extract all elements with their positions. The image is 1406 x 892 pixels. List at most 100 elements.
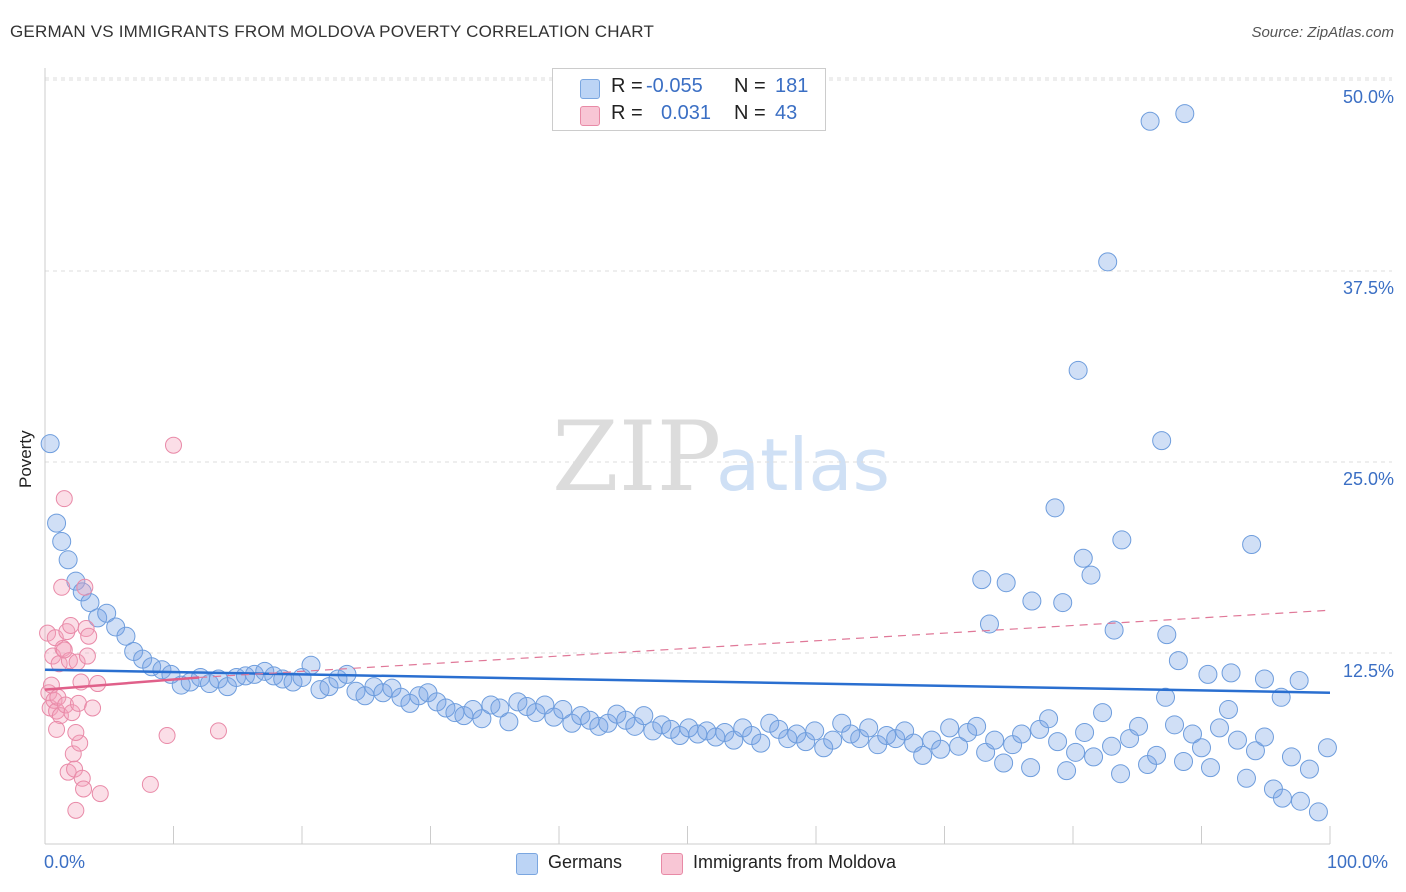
germans-point xyxy=(985,730,1005,750)
germans-point xyxy=(373,683,393,703)
gridlines xyxy=(45,77,1392,654)
moldova-point xyxy=(84,699,102,717)
source-label[interactable]: Source: ZipAtlas.com xyxy=(1251,24,1394,41)
watermark-atlas: atlas xyxy=(716,423,890,507)
moldova-point xyxy=(55,490,73,508)
moldova-point xyxy=(69,694,87,712)
moldova-point xyxy=(89,675,107,693)
germans-point xyxy=(1021,758,1041,778)
germans-point xyxy=(1039,709,1059,729)
moldova-point xyxy=(48,720,66,738)
germans-point xyxy=(1081,565,1101,585)
germans-point xyxy=(949,736,969,756)
x-tick-min: 0.0% xyxy=(44,852,86,872)
germans-point xyxy=(1129,716,1149,736)
germans-point xyxy=(1290,791,1310,811)
germans-point xyxy=(508,692,528,712)
germans-point xyxy=(1098,252,1118,272)
germans-point xyxy=(940,718,960,738)
germans-point xyxy=(255,661,275,681)
moldova-swatch xyxy=(580,106,600,126)
germans-point xyxy=(805,721,825,741)
moldova-point xyxy=(141,775,159,793)
moldova-point xyxy=(75,780,93,798)
germans-swatch xyxy=(580,79,600,99)
germans-point xyxy=(1102,736,1122,756)
legend-row-germans: R = -0.055 N = 181 xyxy=(553,75,825,101)
germans-point xyxy=(472,709,492,729)
germans-point xyxy=(931,739,951,759)
germans-point xyxy=(1048,732,1068,752)
moldova-point xyxy=(158,727,176,745)
germans-point xyxy=(1104,620,1124,640)
germans-point xyxy=(1254,727,1274,747)
germans-point xyxy=(1308,802,1328,822)
moldova-points xyxy=(39,436,227,819)
moldova-legend-swatch xyxy=(661,853,683,875)
germans-point xyxy=(1140,111,1160,131)
germans-point xyxy=(571,706,591,726)
germans-point xyxy=(996,573,1016,593)
germans-n-value: 181 xyxy=(775,75,809,97)
moldova-point xyxy=(63,704,81,722)
n-label: N = xyxy=(734,75,766,97)
chart-title: GERMAN VS IMMIGRANTS FROM MOLDOVA POVERT… xyxy=(10,22,655,41)
germans-point xyxy=(1175,104,1195,124)
watermark-zip: ZIP xyxy=(552,401,721,513)
trend-lines xyxy=(44,609,1331,694)
moldova-n-value: 43 xyxy=(775,102,798,124)
germans-point xyxy=(58,550,78,570)
germans-point xyxy=(823,730,843,750)
germans-point xyxy=(1156,687,1176,707)
moldova-point xyxy=(53,578,71,596)
r-label: R = xyxy=(611,102,643,124)
germans-point xyxy=(88,608,108,628)
germans-point xyxy=(1200,758,1220,778)
germans-point xyxy=(967,716,987,736)
germans-points xyxy=(40,104,1337,822)
germans-point xyxy=(1192,738,1211,758)
moldova-point xyxy=(91,785,109,803)
germans-point xyxy=(346,681,366,701)
germans-point xyxy=(1075,722,1095,742)
moldova-point xyxy=(62,616,80,634)
germans-point xyxy=(859,718,879,738)
y-tick-50: 50.0% xyxy=(1342,87,1394,107)
moldova-point xyxy=(209,722,227,740)
germans-point xyxy=(490,698,510,718)
germans-point xyxy=(152,660,172,680)
r-label: R = xyxy=(611,75,643,97)
germans-point xyxy=(1317,738,1337,758)
germans-point xyxy=(1112,530,1132,550)
germans-point xyxy=(1045,498,1065,518)
germans-point xyxy=(1221,663,1241,683)
y-tick-37-5: 37.5% xyxy=(1342,278,1394,298)
germans-point xyxy=(97,603,117,623)
germans-point xyxy=(652,715,672,735)
germans-point xyxy=(1289,671,1309,691)
germans-point xyxy=(1183,724,1203,744)
germans-legend-swatch xyxy=(516,853,538,875)
germans-point xyxy=(1299,759,1319,779)
germans-point xyxy=(751,733,771,753)
germans-point xyxy=(1165,715,1185,735)
germans-point xyxy=(436,698,456,718)
germans-point xyxy=(1053,593,1073,613)
germans-point xyxy=(841,724,861,744)
germans-point xyxy=(1168,651,1188,671)
germans-point xyxy=(1012,724,1032,744)
germans-point xyxy=(1152,431,1172,451)
germans-point xyxy=(1084,747,1104,767)
germans-point xyxy=(40,434,60,454)
correlation-legend: R = -0.055 N = 181 R = 0.031 N = 43 xyxy=(552,68,826,131)
germans-point xyxy=(116,626,136,646)
germans-point xyxy=(972,570,992,590)
germans-point xyxy=(1198,664,1218,684)
moldova-point xyxy=(78,647,96,665)
x-tick-max: 100.0% xyxy=(1327,852,1389,872)
germans-point xyxy=(1111,764,1131,784)
germans-point xyxy=(1066,742,1086,762)
germans-point xyxy=(1057,761,1077,781)
germans-point xyxy=(1242,535,1262,555)
germans-point xyxy=(1147,745,1167,765)
